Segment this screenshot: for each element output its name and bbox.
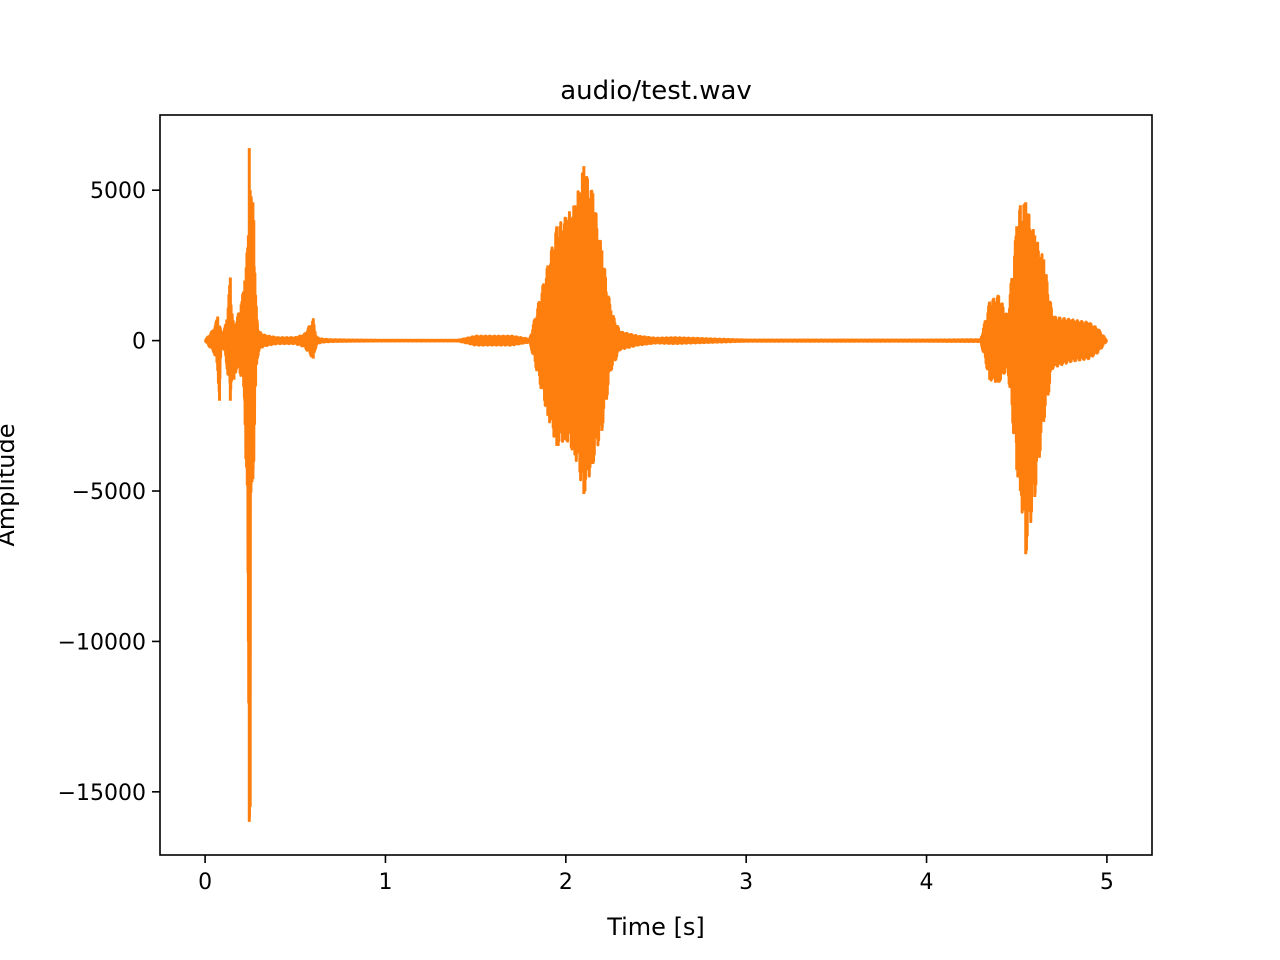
plot-frame xyxy=(159,114,1153,856)
y-axis-label: Amplitude xyxy=(0,424,20,547)
x-tick-label: 3 xyxy=(739,870,753,895)
waveform-series-line xyxy=(203,148,1109,822)
y-tick-label: −5000 xyxy=(72,480,146,505)
x-tick-label: 5 xyxy=(1100,870,1114,895)
x-tick-label: 1 xyxy=(378,870,392,895)
y-tick-label: −15000 xyxy=(58,781,146,806)
plot-layer xyxy=(203,148,1109,822)
y-tick-label: 5000 xyxy=(90,179,146,204)
chart-title: audio/test.wav xyxy=(560,76,752,106)
y-tick-label: 0 xyxy=(132,330,146,355)
x-tick-label: 0 xyxy=(198,870,212,895)
x-tick-label: 2 xyxy=(559,870,573,895)
x-tick-label: 4 xyxy=(920,870,934,895)
y-tick-label: −10000 xyxy=(58,630,146,655)
x-axis-label: Time [s] xyxy=(606,913,705,941)
